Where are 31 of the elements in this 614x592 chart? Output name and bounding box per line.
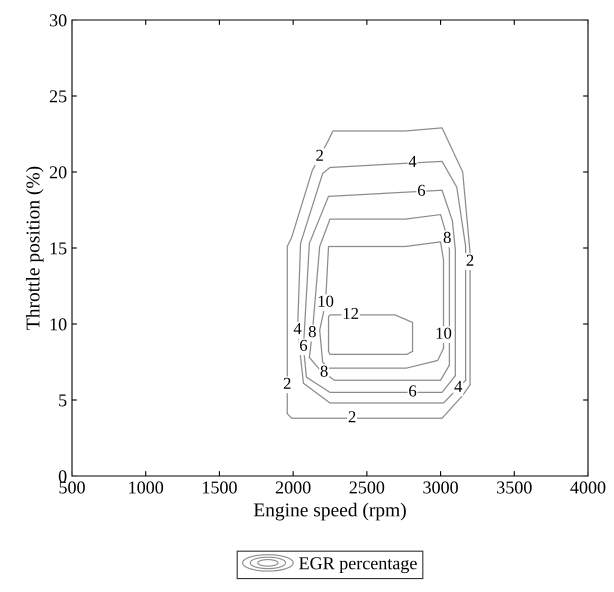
x-tick-label: 500 xyxy=(60,481,85,494)
y-tick-label: 25 xyxy=(50,90,66,102)
x-tick-label: 1500 xyxy=(202,481,237,494)
annotation: 2 xyxy=(466,254,474,266)
annotation: 2 xyxy=(348,411,356,422)
x-tick-label: 1000 xyxy=(129,481,164,494)
annotation: 12 xyxy=(344,308,358,319)
y-tick-label: 30 xyxy=(50,14,66,26)
y-tick-label: 10 xyxy=(50,318,66,330)
annotation: 2 xyxy=(316,150,323,161)
x-axis-title: Engine speed (rpm) xyxy=(254,502,406,520)
annotation: 4 xyxy=(454,380,462,392)
x-tick-label: 2500 xyxy=(350,481,384,494)
y-tick-label: 0 xyxy=(58,470,66,482)
x-tick-label: 3000 xyxy=(423,481,458,494)
annotation: 10 xyxy=(436,328,452,339)
annotation: 6 xyxy=(418,184,426,196)
y-axis-title: Throttle position (%) xyxy=(26,166,44,330)
x-tick-label: 4000 xyxy=(570,481,606,494)
y-tick-label: 15 xyxy=(50,242,66,254)
x-tick-label: 2000 xyxy=(276,481,311,494)
y-tick-label: 5 xyxy=(59,394,66,406)
annotation: 10 xyxy=(318,296,334,307)
annotation: 4 xyxy=(408,156,416,167)
y-tick-label: 20 xyxy=(50,166,66,178)
annotation: 2 xyxy=(284,378,290,389)
annotation: 8 xyxy=(320,366,328,377)
x-tick-label: 3500 xyxy=(497,481,532,494)
legend-title: EGR percentage xyxy=(299,557,417,574)
annotation: 6 xyxy=(409,385,416,397)
annotation: 8 xyxy=(444,232,451,244)
